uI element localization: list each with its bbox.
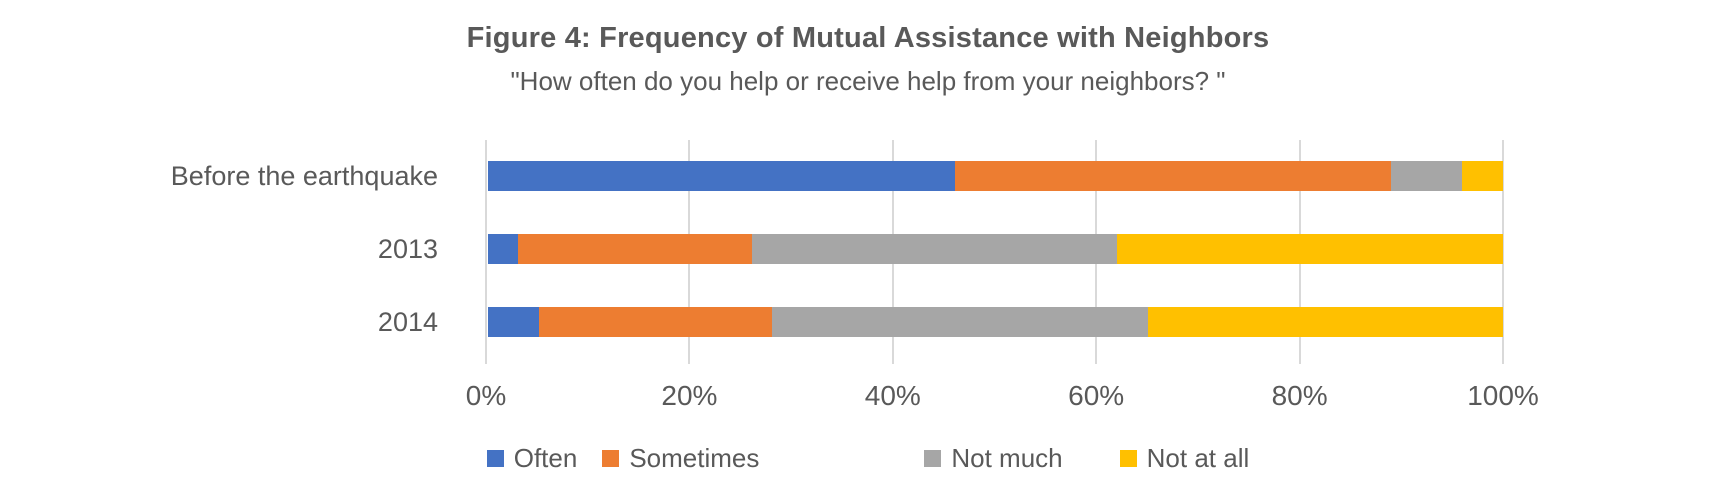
legend-item: Not much bbox=[924, 443, 1063, 474]
legend-label: Often bbox=[513, 443, 578, 473]
tick-label: 20% bbox=[661, 380, 718, 411]
legend-swatch-icon bbox=[486, 450, 504, 467]
gridline bbox=[485, 140, 487, 364]
category-label: 2014 bbox=[377, 307, 438, 337]
bar-segment bbox=[1117, 234, 1503, 264]
bar-segment bbox=[1391, 161, 1463, 191]
category-label: Before the earthquake bbox=[170, 161, 438, 191]
chart-subtitle: "How often do you help or receive help f… bbox=[510, 66, 1226, 96]
legend: Often Sometimes Not much Not at all bbox=[0, 443, 1736, 474]
bar-segment bbox=[954, 161, 1392, 191]
legend-swatch-icon bbox=[1119, 450, 1137, 467]
chart-title: Figure 4: Frequency of Mutual Assistance… bbox=[466, 22, 1270, 54]
legend-item: Sometimes bbox=[602, 443, 759, 474]
gridline bbox=[1502, 140, 1504, 364]
bar-segment bbox=[751, 234, 1118, 264]
category-label: 2013 bbox=[377, 234, 438, 264]
bar-segment bbox=[1147, 307, 1503, 337]
legend-item: Often bbox=[486, 443, 578, 474]
legend-item: Not at all bbox=[1119, 443, 1250, 474]
bar-row bbox=[488, 161, 1503, 191]
bar-segment bbox=[488, 307, 539, 337]
tick-label: 80% bbox=[1271, 380, 1328, 411]
bar-segment bbox=[518, 234, 752, 264]
tick-label: 0% bbox=[465, 380, 507, 411]
legend-swatch-icon bbox=[602, 450, 620, 467]
tick-label: 100% bbox=[1467, 380, 1539, 411]
legend-swatch-icon bbox=[924, 450, 942, 467]
legend-label: Sometimes bbox=[629, 443, 760, 473]
tick-label: 40% bbox=[864, 380, 921, 411]
legend-label: Not much bbox=[951, 443, 1063, 473]
bar-segment bbox=[488, 161, 955, 191]
value-axis: 0% 20% 40% 60% 80% 100% bbox=[466, 380, 1539, 416]
bar-segment bbox=[538, 307, 773, 337]
bar-segment bbox=[1462, 161, 1503, 191]
category-axis: Before the earthquake 2013 2014 bbox=[0, 140, 462, 358]
bar-row bbox=[488, 307, 1503, 337]
bar-segment bbox=[488, 234, 519, 264]
bar-row bbox=[488, 234, 1503, 264]
legend-label: Not at all bbox=[1146, 443, 1250, 473]
plot-area bbox=[485, 140, 1504, 364]
bar-segment bbox=[772, 307, 1148, 337]
tick-label: 60% bbox=[1068, 380, 1125, 411]
